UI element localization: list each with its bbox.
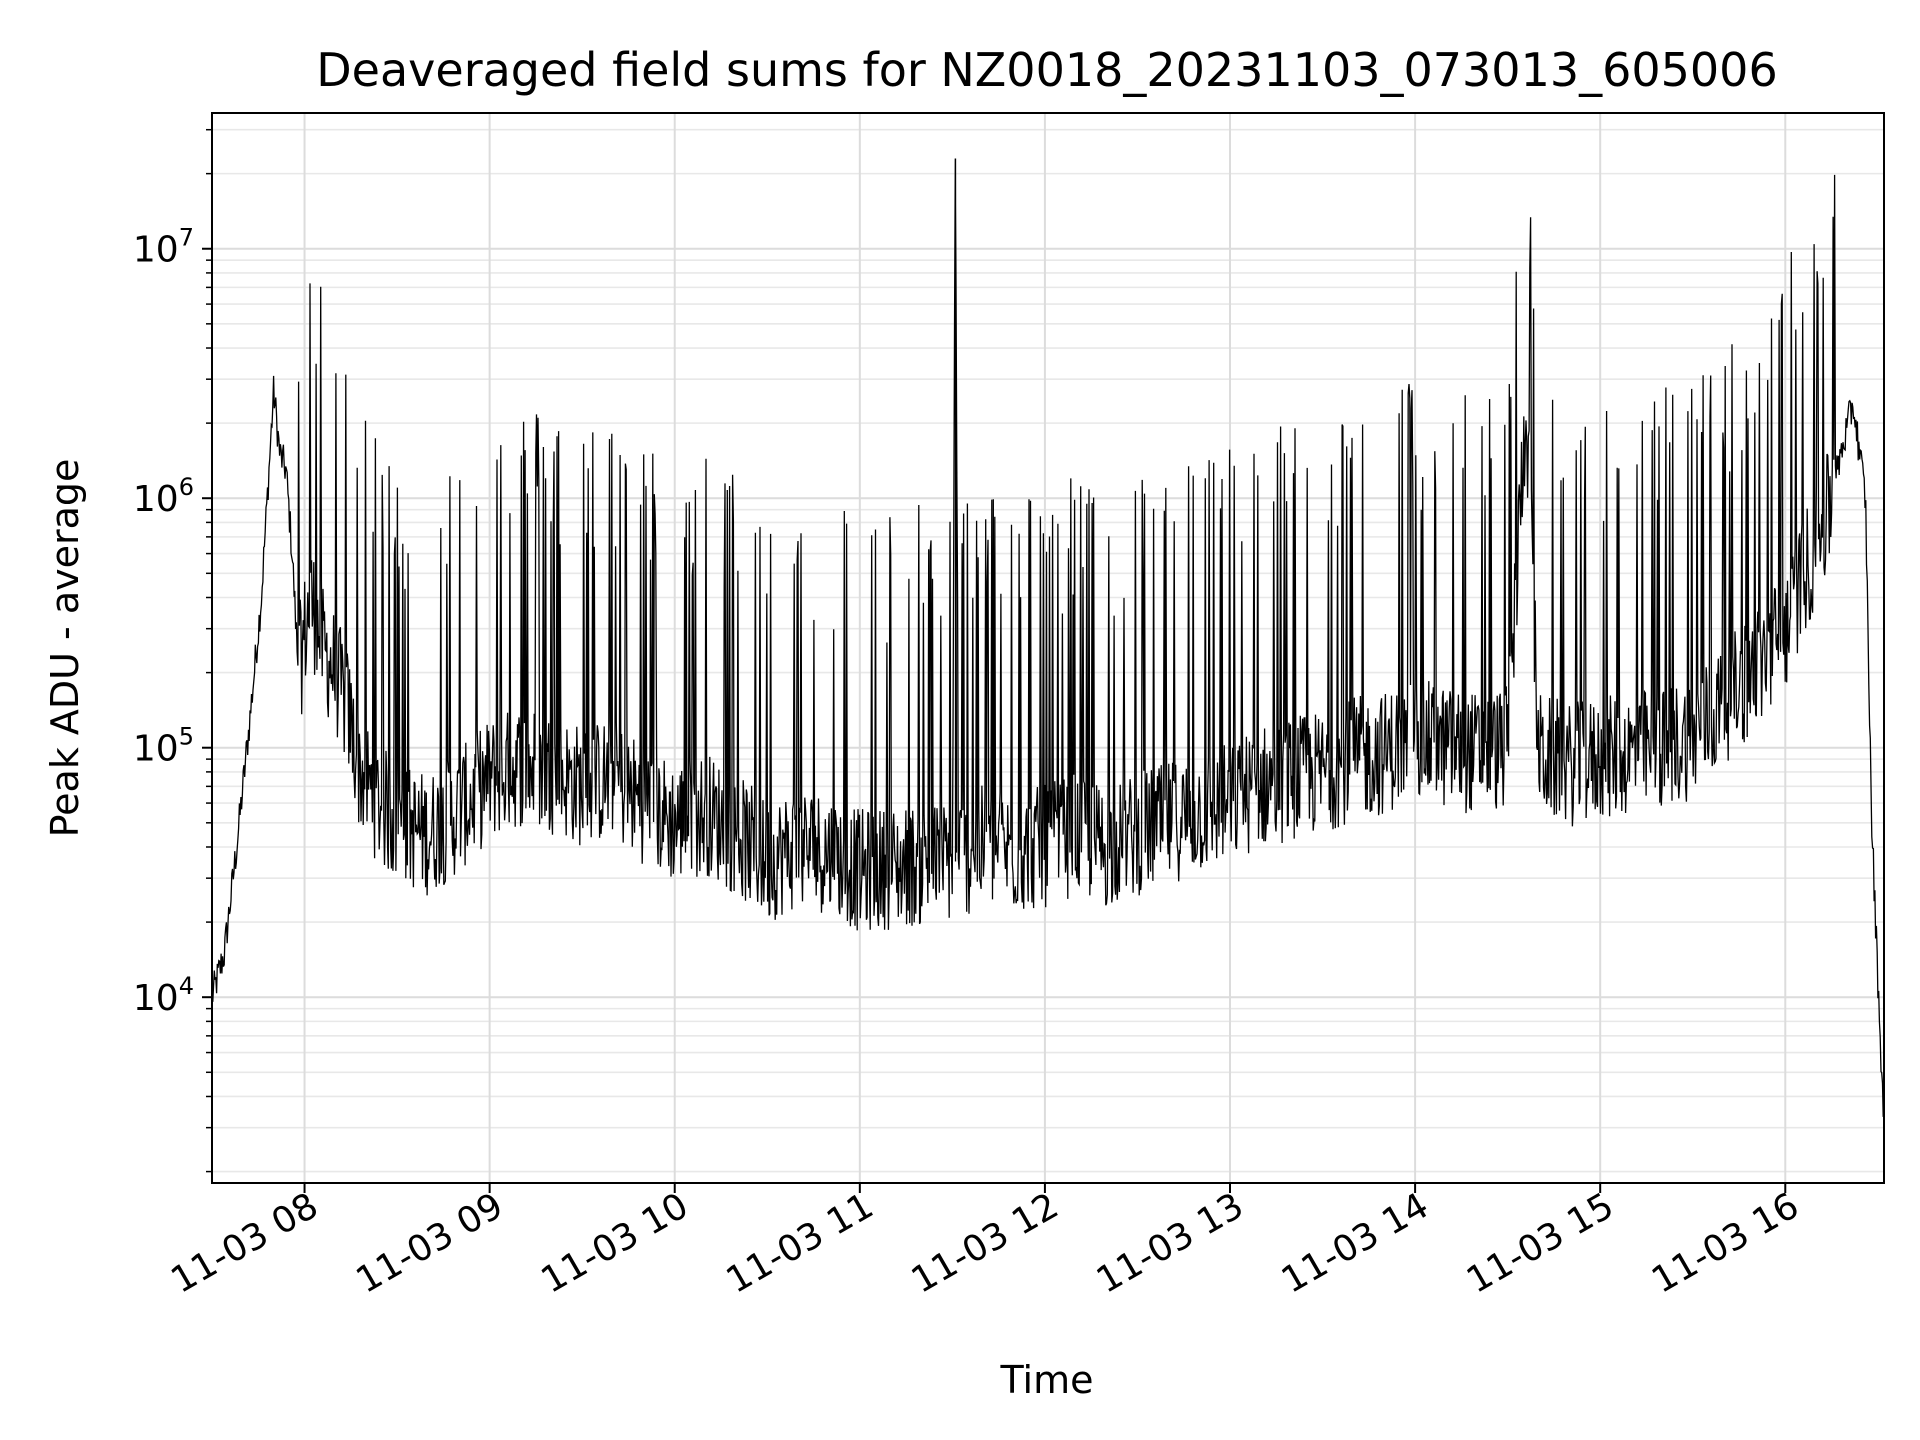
y-tick-label: 104: [133, 972, 194, 1019]
plot-frame: [211, 112, 1885, 1184]
y-axis-label: Peak ADU - average: [43, 459, 87, 838]
series-line: [211, 158, 1885, 1117]
y-tick-label: 105: [133, 723, 194, 770]
y-tick-label: 107: [133, 224, 194, 271]
y-tick-label: 106: [133, 473, 194, 520]
x-axis-label: Time: [1000, 1358, 1094, 1402]
chart-title: Deaveraged field sums for NZ0018_2023110…: [316, 43, 1777, 97]
grid: [212, 113, 1884, 1183]
y-axis-ticks: 104 105 106 107: [133, 128, 212, 1173]
